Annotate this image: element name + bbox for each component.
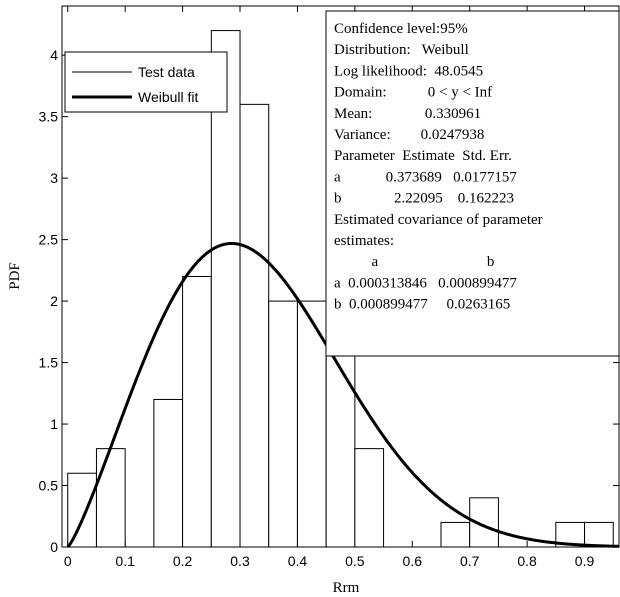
legend: Test data Weibull fit bbox=[64, 51, 228, 113]
fit-summary-line: b 2.22095 0.162223 bbox=[334, 191, 514, 207]
histogram-bar bbox=[67, 472, 97, 548]
y-tick-label: 1 bbox=[50, 416, 58, 432]
y-tick-label: 0 bbox=[50, 539, 58, 555]
y-tick-label: 0.5 bbox=[39, 478, 59, 494]
legend-frame bbox=[64, 51, 228, 113]
fit-summary-lines: Confidence level:95% Distribution: Weibul… bbox=[334, 21, 543, 313]
fit-summary-line: a 0.000313846 0.000899477 bbox=[334, 275, 517, 291]
x-tick-label: 0.3 bbox=[230, 553, 250, 569]
fit-summary-line: a 0.373689 0.0177157 bbox=[334, 169, 517, 185]
fit-summary-line: Distribution: Weibull bbox=[334, 42, 469, 58]
histogram-bar bbox=[95, 448, 126, 548]
histogram-bar bbox=[584, 521, 614, 548]
x-tick-labels: 0 0.1 0.2 0.3 0.4 0.5 0.6 0.7 0.8 0.9 bbox=[64, 553, 595, 569]
fit-summary-line: Mean: 0.330961 bbox=[334, 106, 481, 122]
x-tick-label: 0.7 bbox=[460, 553, 480, 569]
histogram-bar bbox=[268, 300, 298, 548]
fit-summary-line: a b bbox=[334, 254, 494, 270]
histogram-bar bbox=[325, 349, 356, 548]
x-tick-label: 0.1 bbox=[115, 553, 135, 569]
x-tick-label: 0.6 bbox=[403, 553, 423, 569]
x-tick-label: 0.4 bbox=[288, 553, 308, 569]
y-tick-label: 1.5 bbox=[39, 355, 59, 371]
histogram-bar bbox=[354, 448, 385, 548]
fit-summary-line: Confidence level:95% bbox=[334, 21, 468, 37]
fit-summary-line: estimates: bbox=[334, 233, 394, 249]
fit-summary-line: b 0.000899477 0.0263165 bbox=[334, 297, 510, 313]
histogram-bar bbox=[239, 103, 270, 548]
histogram-bar bbox=[153, 398, 184, 548]
histogram-bar bbox=[440, 521, 471, 548]
histogram-bar bbox=[182, 276, 212, 548]
fit-summary-line: Domain: 0 < y < Inf bbox=[334, 85, 492, 101]
x-tick-label: 0.9 bbox=[575, 553, 595, 569]
fit-summary-line: Log likelihood: 48.0545 bbox=[334, 63, 483, 79]
histogram-bar bbox=[210, 30, 241, 548]
fit-summary-frame bbox=[325, 10, 620, 357]
legend-test-data-label: Test data bbox=[138, 64, 195, 80]
y-tick-label: 2 bbox=[50, 293, 58, 309]
histogram-bar bbox=[296, 300, 327, 548]
y-tick-labels: 0 0.5 1 1.5 2 2.5 3 3.5 4 bbox=[39, 47, 59, 555]
fit-summary-line: Variance: 0.0247938 bbox=[334, 127, 484, 143]
x-tick-label: 0 bbox=[64, 553, 72, 569]
fit-summary-box: Confidence level:95% Distribution: Weibul… bbox=[325, 10, 620, 357]
weibull-fit-curve bbox=[66, 241, 620, 549]
x-tick-label: 0.8 bbox=[517, 553, 537, 569]
x-axis-title: Rrm bbox=[333, 580, 360, 596]
y-tick-label: 4 bbox=[50, 47, 58, 63]
x-tick-label: 0.2 bbox=[173, 553, 193, 569]
legend-weibull-fit-label: Weibull fit bbox=[138, 89, 199, 105]
y-tick-label: 3 bbox=[50, 170, 58, 186]
y-tick-label: 2.5 bbox=[39, 232, 59, 248]
x-tick-label: 0.5 bbox=[345, 553, 365, 569]
histogram-bars bbox=[67, 30, 614, 548]
y-tick-label: 3.5 bbox=[39, 109, 59, 125]
y-axis-title: PDF bbox=[7, 262, 23, 290]
fit-summary-line: Parameter Estimate Std. Err. bbox=[334, 148, 512, 164]
fit-summary-line: Estimated covariance of parameter bbox=[334, 212, 543, 228]
